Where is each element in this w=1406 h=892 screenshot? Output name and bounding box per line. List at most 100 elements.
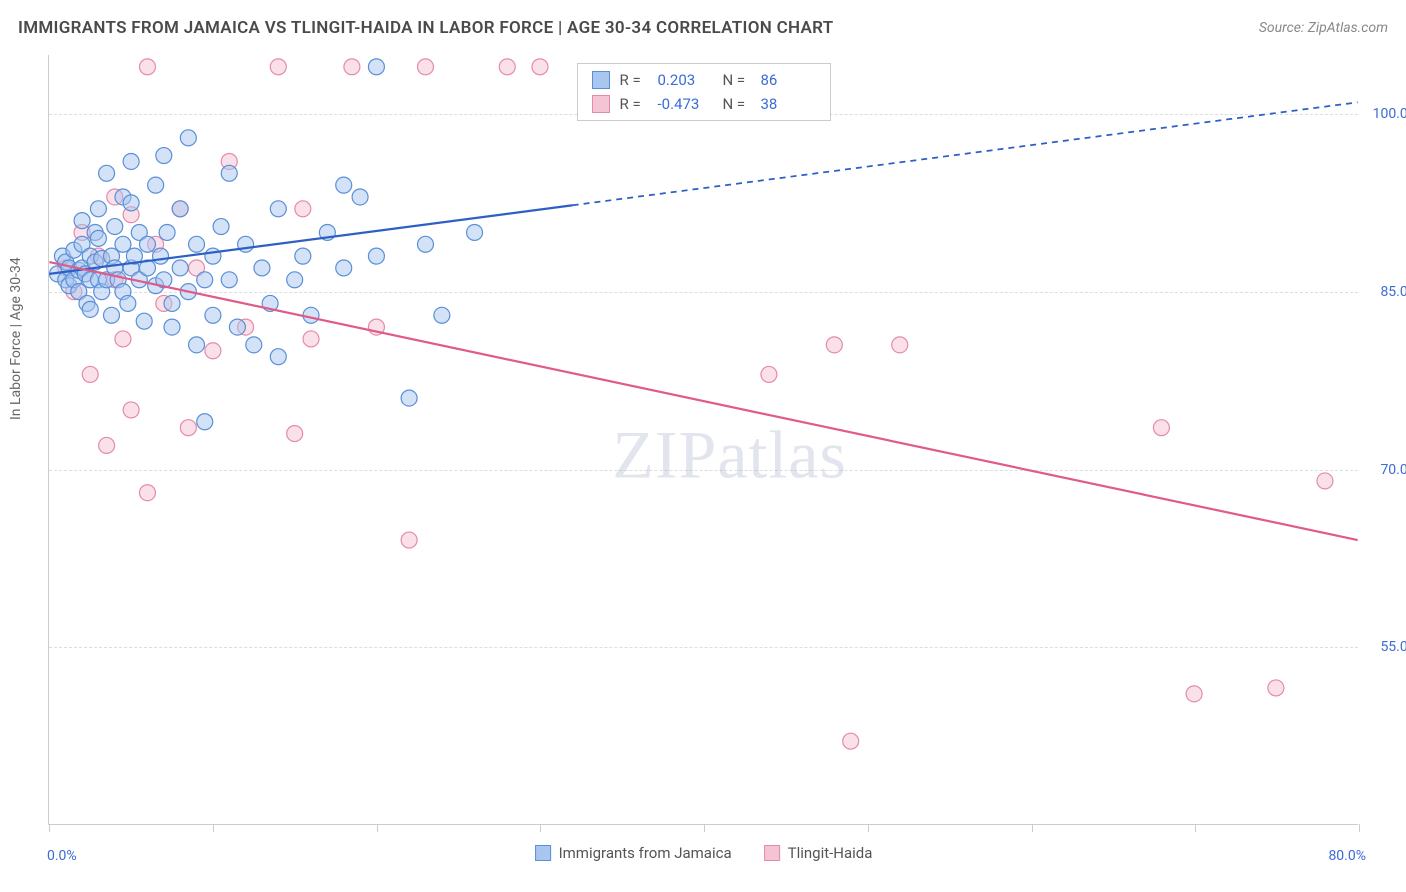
scatter-point-tlingit (180, 420, 196, 436)
scatter-point-tlingit (1186, 686, 1202, 702)
scatter-point-tlingit (1268, 680, 1284, 696)
legend-item-tlingit: Tlingit-Haida (764, 844, 873, 862)
x-tick (704, 824, 705, 832)
scatter-point-jamaica (153, 248, 169, 264)
scatter-point-jamaica (221, 165, 237, 181)
scatter-point-jamaica (197, 272, 213, 288)
scatter-point-jamaica (221, 272, 237, 288)
scatter-point-jamaica (172, 260, 188, 276)
x-tick (868, 824, 869, 832)
y-axis-label: In Labor Force | Age 30-34 (8, 257, 24, 420)
scatter-point-tlingit (115, 331, 131, 347)
scatter-point-jamaica (90, 230, 106, 246)
scatter-point-jamaica (189, 236, 205, 252)
scatter-point-jamaica (99, 165, 115, 181)
scatter-point-jamaica (205, 248, 221, 264)
scatter-point-jamaica (417, 236, 433, 252)
scatter-point-tlingit (843, 733, 859, 749)
scatter-point-tlingit (344, 59, 360, 75)
scatter-point-tlingit (139, 485, 155, 501)
x-tick (540, 824, 541, 832)
legend-item-jamaica: Immigrants from Jamaica (535, 844, 732, 862)
scatter-point-jamaica (189, 337, 205, 353)
scatter-point-tlingit (303, 331, 319, 347)
regression-line-tlingit (49, 262, 1357, 540)
x-tick (49, 824, 50, 832)
scatter-point-tlingit (1317, 473, 1333, 489)
scatter-point-tlingit (270, 59, 286, 75)
scatter-point-tlingit (417, 59, 433, 75)
scatter-point-tlingit (1153, 420, 1169, 436)
chart-title: IMMIGRANTS FROM JAMAICA VS TLINGIT-HAIDA… (18, 18, 833, 38)
scatter-point-jamaica (434, 307, 450, 323)
scatter-point-tlingit (82, 366, 98, 382)
scatter-point-jamaica (368, 59, 384, 75)
scatter-point-jamaica (148, 177, 164, 193)
header: IMMIGRANTS FROM JAMAICA VS TLINGIT-HAIDA… (18, 18, 1388, 38)
plot-area: 55.0%70.0%85.0%100.0% 0.0% 80.0% R = 0.2… (48, 55, 1358, 825)
scatter-point-tlingit (287, 426, 303, 442)
scatter-point-jamaica (229, 319, 245, 335)
scatter-point-tlingit (205, 343, 221, 359)
scatter-point-jamaica (254, 260, 270, 276)
scatter-point-jamaica (82, 301, 98, 317)
regression-line-dashed-jamaica (573, 102, 1358, 205)
x-tick (1032, 824, 1033, 832)
scatter-point-jamaica (90, 201, 106, 217)
scatter-point-jamaica (180, 130, 196, 146)
scatter-point-jamaica (205, 307, 221, 323)
scatter-point-tlingit (99, 437, 115, 453)
scatter-point-jamaica (139, 236, 155, 252)
scatter-point-tlingit (892, 337, 908, 353)
legend-label-jamaica: Immigrants from Jamaica (559, 844, 732, 862)
scatter-point-jamaica (287, 272, 303, 288)
y-tick-label: 85.0% (1363, 284, 1406, 300)
x-max-label: 80.0% (1328, 848, 1366, 864)
scatter-point-tlingit (532, 59, 548, 75)
scatter-point-tlingit (826, 337, 842, 353)
scatter-point-jamaica (467, 224, 483, 240)
scatter-point-jamaica (368, 248, 384, 264)
scatter-point-jamaica (107, 219, 123, 235)
scatter-point-jamaica (123, 195, 139, 211)
scatter-point-jamaica (336, 177, 352, 193)
scatter-point-tlingit (761, 366, 777, 382)
x-tick (1359, 824, 1360, 832)
x-tick (377, 824, 378, 832)
scatter-point-jamaica (336, 260, 352, 276)
legend-bottom: Immigrants from Jamaica Tlingit-Haida (535, 844, 873, 862)
chart-container: IMMIGRANTS FROM JAMAICA VS TLINGIT-HAIDA… (0, 0, 1406, 892)
scatter-point-jamaica (159, 224, 175, 240)
y-tick-label: 70.0% (1363, 462, 1406, 478)
legend-label-tlingit: Tlingit-Haida (788, 844, 873, 862)
scatter-point-jamaica (120, 295, 136, 311)
x-min-label: 0.0% (47, 848, 77, 864)
scatter-point-jamaica (270, 201, 286, 217)
scatter-point-jamaica (136, 313, 152, 329)
scatter-point-jamaica (74, 213, 90, 229)
x-tick (213, 824, 214, 832)
scatter-svg (49, 55, 1358, 824)
scatter-point-jamaica (197, 414, 213, 430)
scatter-point-jamaica (213, 219, 229, 235)
scatter-point-tlingit (123, 402, 139, 418)
scatter-point-jamaica (164, 295, 180, 311)
scatter-point-tlingit (295, 201, 311, 217)
scatter-point-jamaica (246, 337, 262, 353)
scatter-point-jamaica (303, 307, 319, 323)
scatter-point-jamaica (172, 201, 188, 217)
scatter-point-jamaica (123, 153, 139, 169)
scatter-point-jamaica (295, 248, 311, 264)
y-tick-label: 55.0% (1363, 639, 1406, 655)
legend-swatch-jamaica-icon (535, 845, 551, 861)
y-tick-label: 100.0% (1363, 106, 1406, 122)
scatter-point-jamaica (270, 349, 286, 365)
scatter-point-tlingit (401, 532, 417, 548)
scatter-point-jamaica (104, 307, 120, 323)
scatter-point-jamaica (401, 390, 417, 406)
scatter-point-jamaica (164, 319, 180, 335)
scatter-point-jamaica (156, 148, 172, 164)
legend-swatch-tlingit-icon (764, 845, 780, 861)
scatter-point-tlingit (499, 59, 515, 75)
source-attribution: Source: ZipAtlas.com (1259, 20, 1388, 36)
